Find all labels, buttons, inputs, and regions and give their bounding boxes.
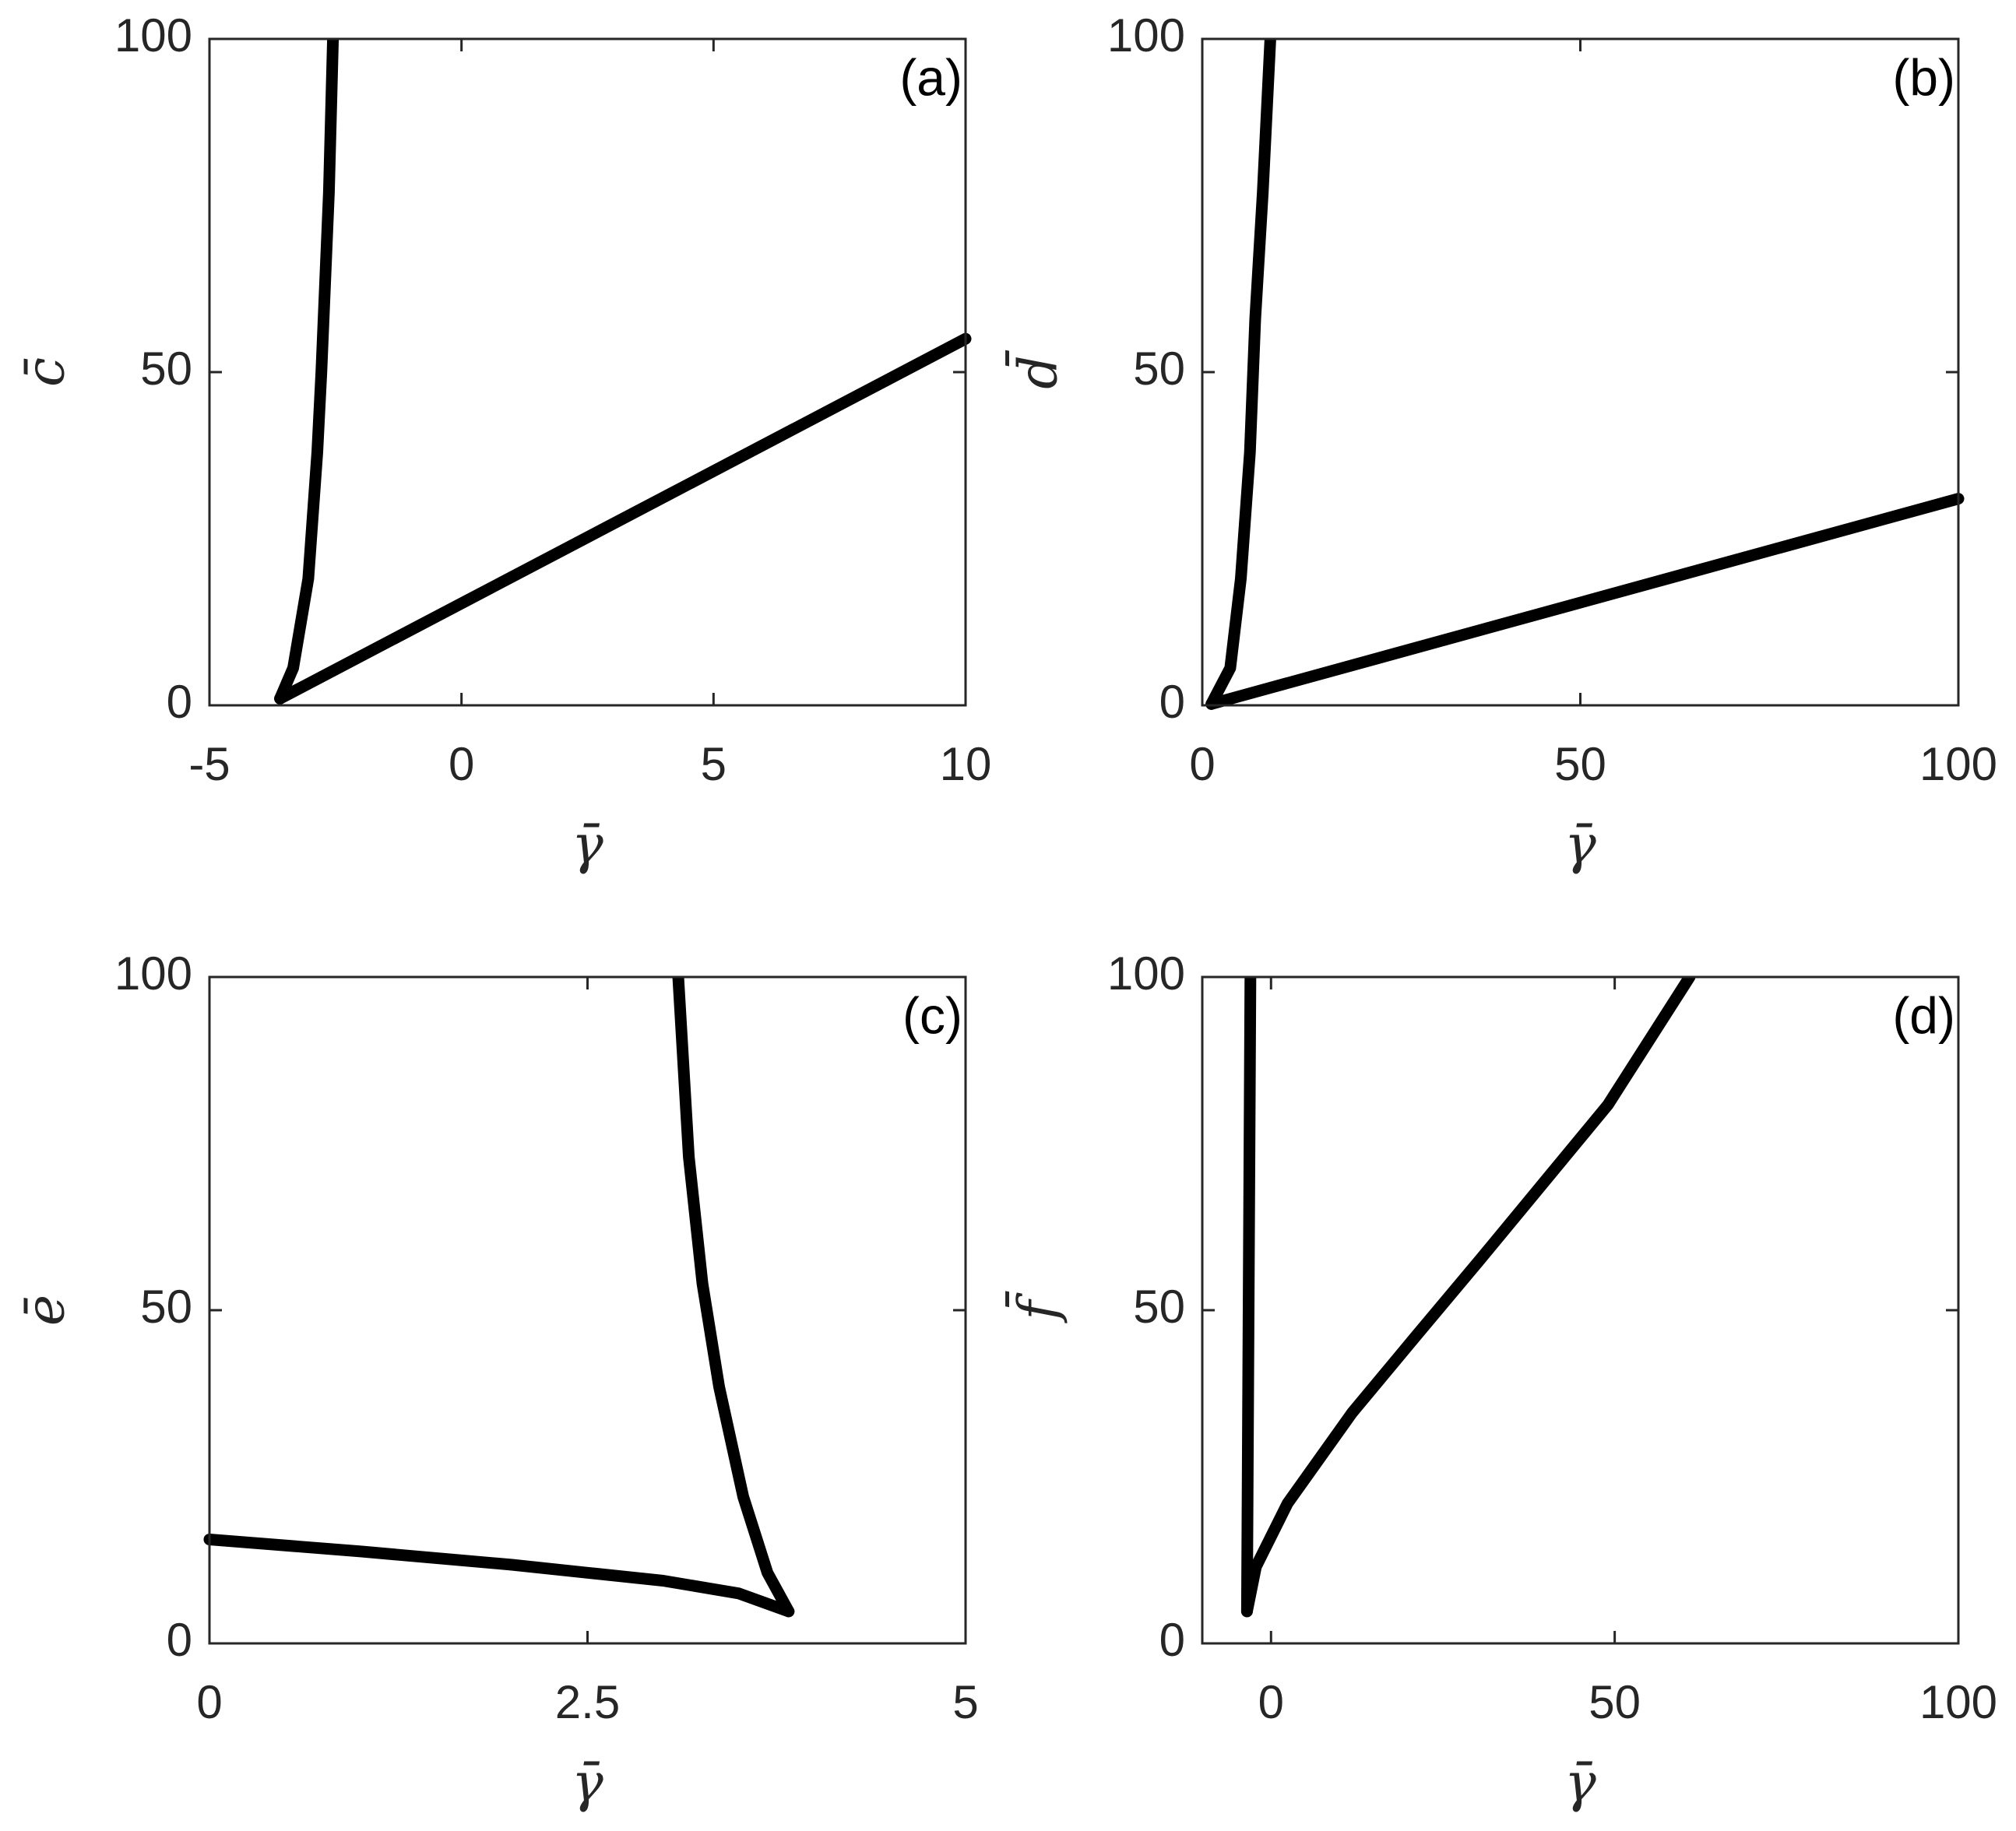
y-tick-label: 0 bbox=[1159, 676, 1185, 728]
x-axis-label: γ̄ bbox=[1564, 1753, 1596, 1815]
x-tick-label: 5 bbox=[701, 738, 727, 790]
y-tick-label: 0 bbox=[167, 676, 192, 728]
y-axis-label: f̄ bbox=[1006, 1290, 1070, 1323]
y-tick-label: 50 bbox=[140, 343, 192, 395]
y-axis-label: d̄ bbox=[1006, 350, 1070, 389]
curve bbox=[274, 332, 972, 705]
x-tick-label: 100 bbox=[1919, 1676, 1997, 1728]
curve bbox=[672, 977, 795, 1618]
x-axis-label: γ̄ bbox=[572, 815, 603, 877]
panel-label: (a) bbox=[899, 48, 962, 106]
y-tick-label: 100 bbox=[1107, 9, 1185, 62]
curve bbox=[274, 39, 340, 705]
y-tick-label: 100 bbox=[114, 947, 192, 1000]
x-tick-label: 10 bbox=[940, 738, 992, 790]
y-tick-label: 100 bbox=[1107, 947, 1185, 1000]
panel-label: (b) bbox=[1892, 48, 1955, 106]
y-tick-label: 0 bbox=[167, 1614, 192, 1666]
x-tick-label: 0 bbox=[196, 1676, 222, 1728]
y-tick-label: 0 bbox=[1159, 1614, 1185, 1666]
y-tick-label: 50 bbox=[1133, 343, 1185, 395]
axes-box bbox=[208, 37, 967, 707]
x-tick-label: 5 bbox=[952, 1676, 978, 1728]
y-tick-label: 50 bbox=[1133, 1281, 1185, 1333]
y-axis-label: c̄ bbox=[16, 357, 77, 387]
curve bbox=[203, 1534, 795, 1618]
curve bbox=[1240, 977, 1696, 1618]
x-tick-label: 50 bbox=[1589, 1676, 1641, 1728]
panel-label: (d) bbox=[1892, 986, 1955, 1044]
curve bbox=[1205, 493, 1965, 710]
x-tick-label: 0 bbox=[1258, 1676, 1284, 1728]
y-tick-label: 50 bbox=[140, 1281, 192, 1333]
axes-box bbox=[208, 975, 967, 1645]
x-tick-label: 2.5 bbox=[555, 1676, 620, 1728]
x-axis-label: γ̄ bbox=[572, 1753, 603, 1815]
axes-box bbox=[1201, 975, 1960, 1645]
curve bbox=[1240, 977, 1257, 1618]
y-axis-label: ē bbox=[16, 1295, 77, 1326]
x-tick-label: 50 bbox=[1554, 738, 1606, 790]
panel-label: (c) bbox=[902, 986, 962, 1044]
y-tick-label: 100 bbox=[114, 9, 192, 62]
x-tick-label: -5 bbox=[188, 738, 230, 790]
x-tick-label: 0 bbox=[1189, 738, 1215, 790]
x-tick-label: 100 bbox=[1919, 738, 1997, 790]
axes-box bbox=[1201, 37, 1960, 707]
curve bbox=[1205, 39, 1276, 710]
x-tick-label: 0 bbox=[449, 738, 474, 790]
x-axis-label: γ̄ bbox=[1564, 815, 1596, 877]
